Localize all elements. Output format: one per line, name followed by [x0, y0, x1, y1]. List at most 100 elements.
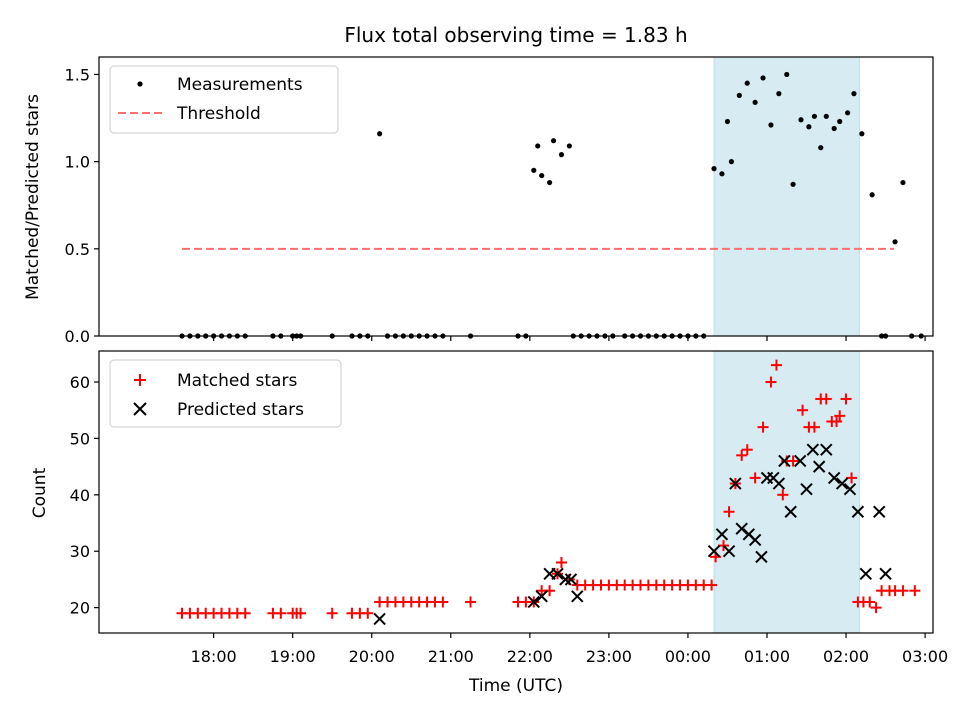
flux-ratio-panel: Flux total observing time = 1.83 h 0.00.… — [23, 23, 934, 346]
predicted-star-point — [748, 533, 762, 547]
predicted-star-point — [800, 482, 813, 496]
measurement-point — [831, 125, 837, 132]
y-tick-label: 30 — [70, 542, 90, 561]
matched-star-point — [757, 421, 769, 433]
measurement-point — [558, 152, 565, 158]
highlight-span-bottom — [713, 350, 860, 634]
top-x-ticks — [213, 336, 926, 341]
measurement-point — [736, 92, 742, 98]
y-tick-label: 1.5 — [65, 65, 90, 84]
matched-star-point — [718, 540, 730, 552]
predicted-star-point — [571, 590, 584, 603]
measurement-point — [768, 122, 774, 128]
matched-star-point — [362, 607, 374, 619]
matched-star-point — [777, 489, 789, 501]
measurement-point — [719, 171, 725, 177]
matched-star-point — [808, 421, 820, 433]
y-tick-label: 0.0 — [65, 327, 90, 346]
matched-star-point — [820, 393, 832, 405]
x-tick-label: 01:00 — [744, 647, 790, 666]
measurement-point — [851, 91, 857, 97]
matched-star-point — [834, 410, 846, 422]
measurement-point — [845, 110, 851, 116]
y-tick-label: 0.5 — [65, 240, 90, 259]
y-tick-label: 20 — [70, 599, 90, 618]
predicted-star-point — [859, 567, 873, 580]
measurement-point — [776, 91, 782, 97]
predicted-star-point — [793, 454, 807, 468]
predicted-star-point — [778, 454, 791, 468]
x-tick-label: 02:00 — [823, 647, 869, 666]
x-axis-label: Time (UTC) — [468, 676, 563, 696]
matched-star-point — [736, 449, 748, 461]
top-axes-frame — [98, 56, 934, 337]
bottom-y-ticks: 20 30 40 50 60 — [70, 373, 99, 618]
predicted-star-point — [735, 522, 748, 535]
measurement-point — [784, 71, 790, 78]
x-tick-label: 00:00 — [665, 647, 711, 666]
measurement-point — [377, 131, 383, 137]
matched-star-point — [741, 444, 753, 456]
predicted-star-point — [373, 612, 386, 626]
predicted-star-point — [772, 477, 786, 490]
matched-star-point — [909, 585, 921, 597]
predicted-star-point — [559, 573, 572, 586]
top-legend: Measurements Threshold — [109, 65, 339, 134]
y-tick-label: 40 — [70, 486, 90, 505]
matched-star-point — [797, 404, 809, 416]
matched-star-point — [275, 607, 287, 619]
legend-label-measurements: Measurements — [177, 75, 303, 95]
measurement-point — [900, 179, 906, 186]
predicted-star-point — [843, 482, 857, 496]
predicted-star-point — [784, 505, 797, 518]
matched-star-point — [831, 416, 843, 427]
predicted-star-point — [755, 550, 768, 564]
predicted-star-point — [707, 545, 721, 558]
predicted-star-point — [851, 505, 865, 518]
matched-star-point — [840, 393, 852, 405]
measurement-point — [859, 131, 865, 137]
matched-star-point — [870, 602, 882, 614]
matched-star-point — [465, 596, 477, 608]
top-y-axis-label: Matched/Predicted stars — [23, 94, 43, 300]
predicted-star-point — [715, 528, 729, 541]
measurement-point — [818, 145, 824, 151]
bottom-y-axis-label: Count — [30, 467, 50, 518]
y-tick-label: 50 — [70, 429, 90, 448]
matched-star-point — [295, 607, 307, 619]
predicted-star-point — [835, 477, 849, 490]
x-tick-label: 18:00 — [191, 647, 237, 666]
matched-star-point — [555, 557, 567, 568]
top-y-ticks: 0.0 0.5 1.0 1.5 — [65, 65, 99, 346]
highlight-span-top — [713, 56, 860, 337]
measurement-point — [823, 113, 829, 119]
predicted-star-point — [820, 443, 833, 456]
predicted-star-point — [564, 573, 578, 586]
measurement-point — [790, 181, 796, 187]
predicted-star-point — [827, 471, 841, 485]
predicted-star-points — [373, 443, 892, 626]
y-tick-label: 1.0 — [65, 153, 90, 172]
matched-star-point — [770, 359, 782, 371]
legend-marker-predicted — [133, 402, 147, 416]
predicted-star-point — [535, 590, 548, 603]
measurement-point — [806, 124, 812, 130]
matched-star-point — [437, 596, 449, 608]
bottom-axes-frame — [98, 350, 934, 634]
x-tick-label: 19:00 — [270, 647, 316, 666]
measurement-point — [752, 99, 758, 105]
legend-label-matched: Matched stars — [177, 371, 297, 391]
legend-label-predicted: Predicted stars — [177, 400, 304, 420]
matched-star-point — [544, 585, 556, 597]
predicted-star-point — [879, 567, 892, 580]
x-tick-label: 23:00 — [586, 647, 632, 666]
matched-star-point — [846, 472, 858, 484]
measurement-point — [760, 75, 766, 81]
x-tick-label: 22:00 — [507, 647, 553, 666]
legend-label-threshold: Threshold — [176, 104, 261, 124]
measurement-point — [892, 239, 898, 245]
x-tick-label: 21:00 — [428, 647, 474, 666]
matched-star-point — [897, 585, 909, 597]
measurement-point — [728, 159, 735, 165]
